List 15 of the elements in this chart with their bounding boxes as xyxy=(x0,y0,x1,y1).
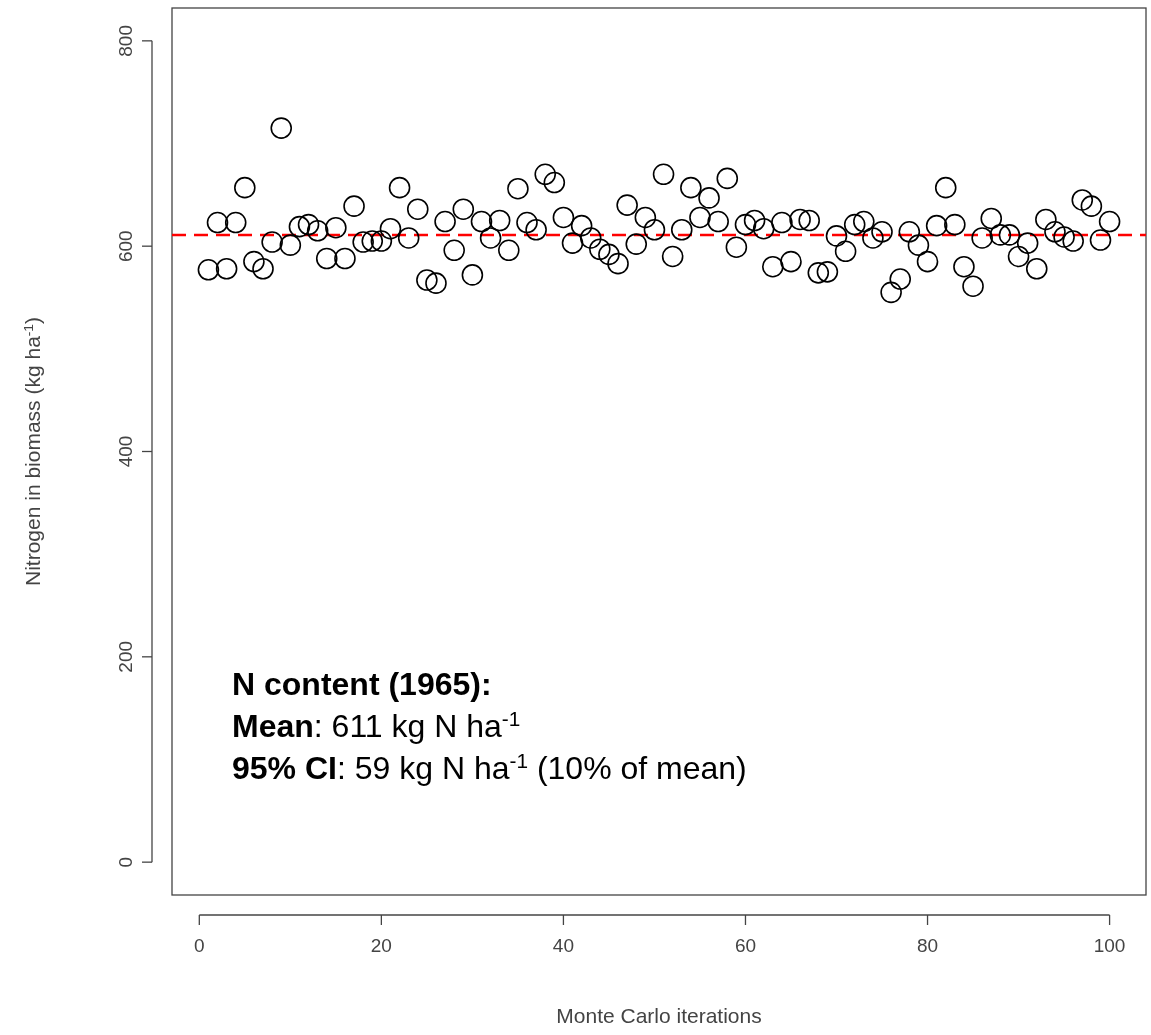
annotation: N content (1965): xyxy=(232,666,492,702)
y-tick-label: 600 xyxy=(115,230,136,263)
x-tick-label: 60 xyxy=(734,935,757,956)
y-tick-label: 0 xyxy=(115,856,136,868)
y-tick-label: 200 xyxy=(115,640,136,673)
x-tick-label: 40 xyxy=(552,935,574,956)
x-tick-label: 0 xyxy=(194,935,205,956)
y-tick-label: 400 xyxy=(115,435,136,468)
annotation: Mean: 611 kg N ha$^{-1}$ xyxy=(232,706,521,744)
annotation: 95% CI: 59 kg N ha$^{-1}$ (10% of mean) xyxy=(232,748,747,786)
x-tick-label: 20 xyxy=(370,935,392,956)
x-axis-title: Monte Carlo iterations xyxy=(556,1004,762,1027)
x-tick-label: 100 xyxy=(1093,935,1126,956)
x-tick-label: 80 xyxy=(916,935,939,956)
y-tick-label: 800 xyxy=(115,25,136,57)
